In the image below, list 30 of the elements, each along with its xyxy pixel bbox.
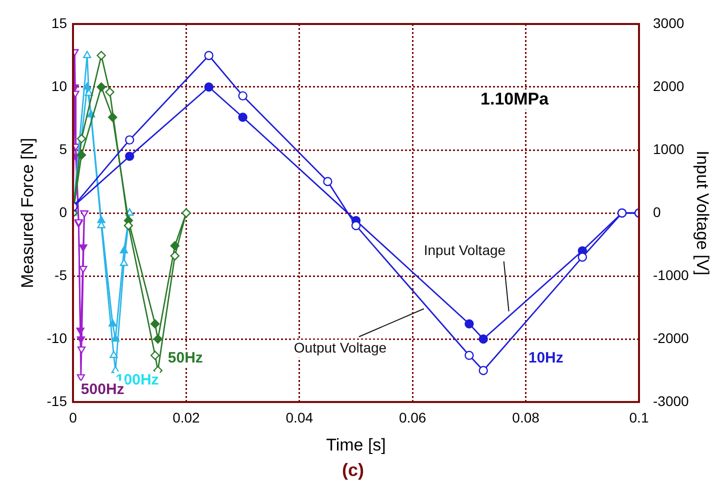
y2-tick-label: -3000 xyxy=(653,392,690,409)
y-tick-label: -5 xyxy=(54,266,68,283)
y-tick-label: -15 xyxy=(46,392,68,409)
x-axis-title: Time [s] xyxy=(326,435,386,454)
annotation: 1.10MPa xyxy=(480,89,550,108)
x-tick-label: 0.08 xyxy=(512,409,540,426)
x-tick-label: 0 xyxy=(69,409,78,426)
series-label: 50Hz xyxy=(168,350,203,367)
y-tick-label: 10 xyxy=(51,78,68,94)
y2-tick-label: 3000 xyxy=(653,14,684,31)
y-axis-title: Measured Force [N] xyxy=(18,138,37,288)
y2-tick-label: -2000 xyxy=(653,330,690,346)
x-tick-label: 0.02 xyxy=(172,409,200,426)
y2-tick-label: 1000 xyxy=(653,140,684,157)
y-tick-label: -10 xyxy=(46,330,68,346)
y2-tick-label: 2000 xyxy=(653,78,684,94)
y-tick-label: 0 xyxy=(59,204,68,220)
x-tick-label: 0.1 xyxy=(629,409,649,426)
y2-axis-title: Input Voltage [V] xyxy=(693,150,710,276)
series-label: 10Hz xyxy=(528,350,564,367)
y2-tick-label: 0 xyxy=(653,204,661,220)
x-tick-label: 0.06 xyxy=(398,409,426,426)
text: (c) xyxy=(341,460,365,481)
y2-tick-label: -1000 xyxy=(653,266,690,283)
annotation: Input Voltage xyxy=(424,242,506,258)
annotation: Output Voltage xyxy=(294,340,387,356)
y-tick-label: 5 xyxy=(59,140,68,157)
x-tick-label: 0.04 xyxy=(286,409,314,426)
y-tick-label: 15 xyxy=(51,14,68,31)
series-label: 500Hz xyxy=(80,380,124,398)
